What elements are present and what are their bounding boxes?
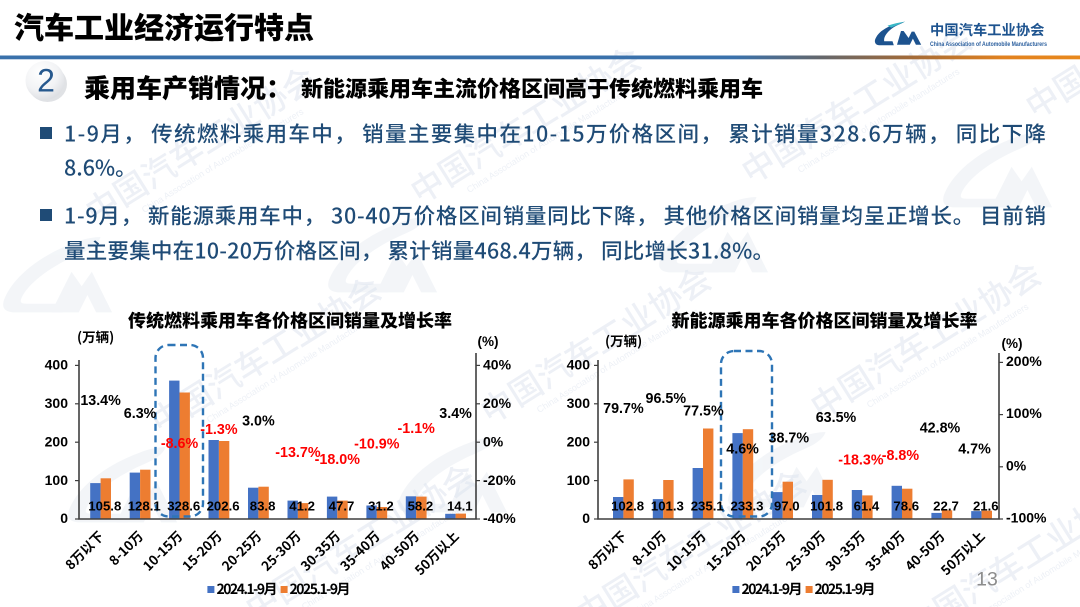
svg-text:41.2: 41.2 — [289, 499, 315, 514]
svg-text:97.0: 97.0 — [774, 499, 800, 514]
svg-text:63.5%: 63.5% — [816, 410, 857, 426]
svg-text:300: 300 — [567, 395, 591, 411]
svg-text:202.6: 202.6 — [207, 499, 240, 514]
svg-text:-1.3%: -1.3% — [200, 422, 238, 438]
svg-text:-1.1%: -1.1% — [398, 421, 436, 437]
svg-text:77.5%: 77.5% — [683, 403, 724, 419]
svg-text:102.8: 102.8 — [611, 499, 644, 514]
svg-text:-8.6%: -8.6% — [161, 436, 199, 452]
svg-text:0%: 0% — [483, 433, 504, 449]
svg-text:-20%: -20% — [483, 472, 516, 488]
svg-text:61.4: 61.4 — [854, 499, 880, 514]
svg-text:40%: 40% — [483, 357, 512, 373]
svg-text:128.1: 128.1 — [128, 499, 161, 514]
svg-text:China Association of Automobil: China Association of Automobile Manufact… — [930, 41, 1047, 48]
svg-text:233.3: 233.3 — [730, 499, 763, 514]
svg-text:105.8: 105.8 — [88, 499, 121, 514]
svg-text:235.1: 235.1 — [691, 499, 724, 514]
svg-text:400: 400 — [567, 357, 591, 373]
svg-text:-13.7%: -13.7% — [275, 445, 321, 461]
svg-text:(%): (%) — [1002, 336, 1023, 351]
svg-text:38.7%: 38.7% — [769, 431, 810, 447]
svg-text:21.6: 21.6 — [973, 499, 999, 514]
svg-text:100%: 100% — [1006, 405, 1042, 421]
svg-text:-40%: -40% — [483, 510, 516, 526]
svg-text:3.0%: 3.0% — [242, 414, 275, 430]
svg-text:31.2: 31.2 — [368, 499, 394, 514]
svg-text:400: 400 — [45, 357, 69, 373]
svg-text:101.8: 101.8 — [810, 499, 843, 514]
svg-text:42.8%: 42.8% — [920, 421, 961, 437]
svg-text:4.7%: 4.7% — [958, 441, 991, 457]
svg-text:-18.3%: -18.3% — [838, 452, 884, 468]
svg-text:100: 100 — [567, 472, 591, 488]
svg-text:47.7: 47.7 — [329, 499, 355, 514]
svg-text:-100%: -100% — [1006, 510, 1047, 526]
svg-text:3.4%: 3.4% — [439, 406, 472, 422]
svg-text:4.6%: 4.6% — [726, 442, 759, 458]
svg-text:100: 100 — [45, 472, 69, 488]
svg-text:78.6: 78.6 — [893, 499, 919, 514]
svg-text:0%: 0% — [1006, 457, 1027, 473]
svg-text:200: 200 — [45, 433, 69, 449]
svg-text:-18.0%: -18.0% — [315, 452, 361, 468]
svg-text:0: 0 — [60, 510, 68, 526]
svg-text:101.3: 101.3 — [651, 499, 684, 514]
svg-text:200%: 200% — [1006, 353, 1042, 369]
svg-text:-10.9%: -10.9% — [354, 437, 400, 453]
svg-text:13.4%: 13.4% — [80, 393, 121, 409]
svg-text:300: 300 — [45, 395, 69, 411]
svg-text:200: 200 — [567, 433, 591, 449]
svg-text:0: 0 — [582, 510, 590, 526]
svg-text:96.5%: 96.5% — [646, 391, 687, 407]
svg-text:14.1: 14.1 — [447, 499, 473, 514]
svg-text:22.7: 22.7 — [933, 499, 959, 514]
svg-text:(%): (%) — [478, 334, 499, 349]
svg-text:79.7%: 79.7% — [603, 401, 644, 417]
svg-text:6.3%: 6.3% — [124, 406, 157, 422]
svg-text:328.6: 328.6 — [167, 499, 200, 514]
svg-text:58.2: 58.2 — [408, 499, 434, 514]
svg-text:13: 13 — [976, 569, 998, 591]
svg-text:83.8: 83.8 — [250, 499, 276, 514]
svg-text:-8.8%: -8.8% — [882, 448, 920, 464]
svg-text:2: 2 — [37, 63, 55, 99]
svg-text:20%: 20% — [483, 395, 512, 411]
